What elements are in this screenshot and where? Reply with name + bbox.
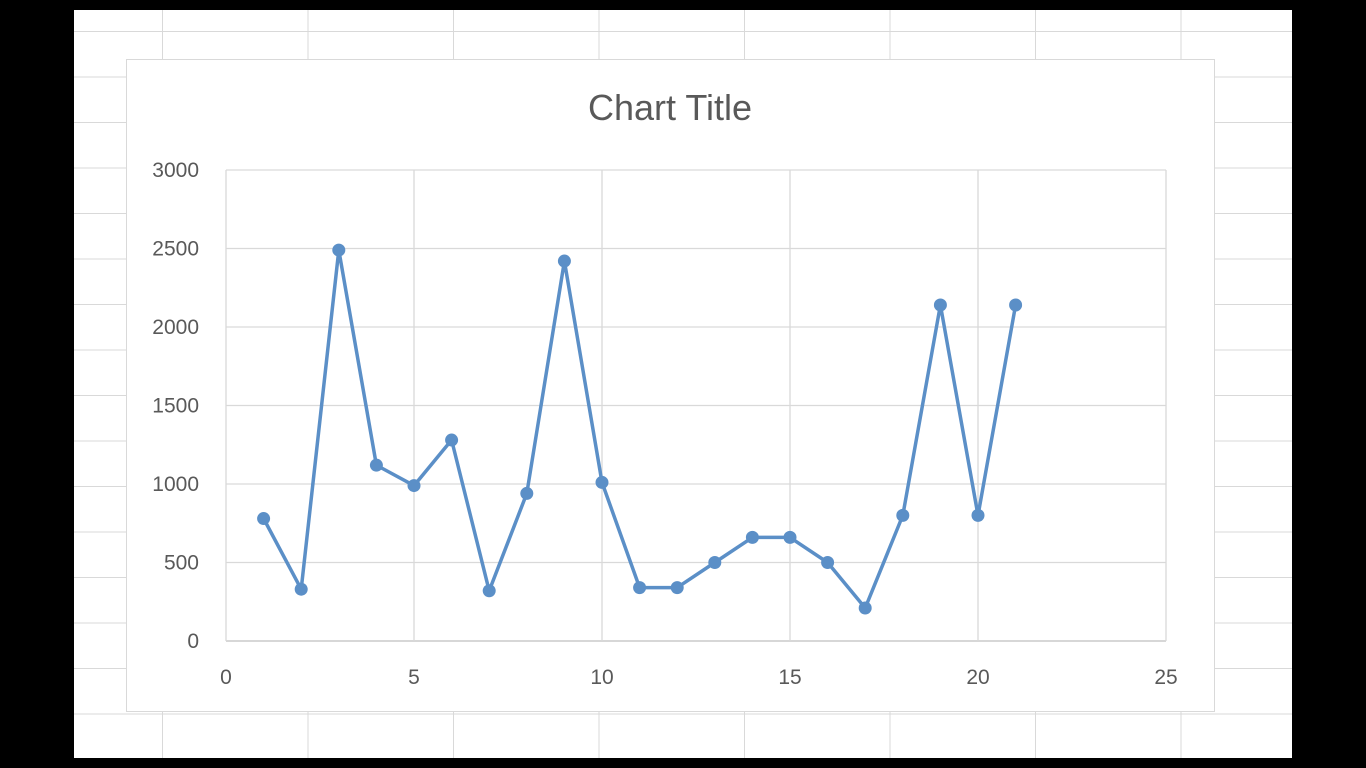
- data-point[interactable]: [670, 581, 684, 595]
- data-point[interactable]: [633, 581, 647, 595]
- data-point[interactable]: [896, 508, 910, 522]
- data-point[interactable]: [369, 458, 383, 472]
- x-tick-label: 20: [966, 666, 989, 689]
- data-point[interactable]: [595, 475, 609, 489]
- data-point[interactable]: [1009, 298, 1023, 312]
- chart-title[interactable]: Chart Title: [588, 87, 752, 128]
- data-point[interactable]: [407, 479, 421, 493]
- data-point[interactable]: [257, 512, 271, 526]
- x-tick-label: 5: [408, 666, 420, 689]
- x-tick-label: 25: [1154, 666, 1177, 689]
- data-point[interactable]: [482, 584, 496, 598]
- data-point[interactable]: [708, 556, 722, 569]
- axis-tick-labels: 0 500 1000 1500 2000 2500 3000 0 5 10 15 20 25: [152, 159, 1177, 689]
- data-point[interactable]: [933, 298, 947, 312]
- x-tick-label: 10: [590, 666, 613, 689]
- data-point[interactable]: [783, 530, 797, 544]
- data-point[interactable]: [294, 582, 308, 596]
- data-point[interactable]: [745, 530, 759, 544]
- gridlines: [225, 169, 1167, 642]
- data-point[interactable]: [445, 433, 459, 447]
- x-tick-label: 0: [220, 666, 232, 689]
- data-point[interactable]: [858, 601, 872, 615]
- y-tick-label: 2500: [152, 238, 199, 261]
- series-layer[interactable]: [257, 243, 1023, 615]
- chart-area[interactable]: [126, 59, 1215, 712]
- data-point[interactable]: [971, 508, 985, 522]
- data-point[interactable]: [332, 243, 346, 257]
- y-tick-label: 1000: [152, 473, 199, 496]
- data-point[interactable]: [821, 556, 835, 569]
- y-tick-label: 500: [164, 552, 199, 575]
- data-point[interactable]: [557, 254, 571, 268]
- x-tick-label: 15: [778, 666, 801, 689]
- y-tick-label: 0: [187, 630, 199, 653]
- series-line[interactable]: [261, 248, 1018, 610]
- data-point[interactable]: [520, 486, 534, 500]
- y-tick-label: 3000: [152, 159, 199, 182]
- y-tick-label: 1500: [152, 395, 199, 418]
- y-tick-label: 2000: [152, 316, 199, 339]
